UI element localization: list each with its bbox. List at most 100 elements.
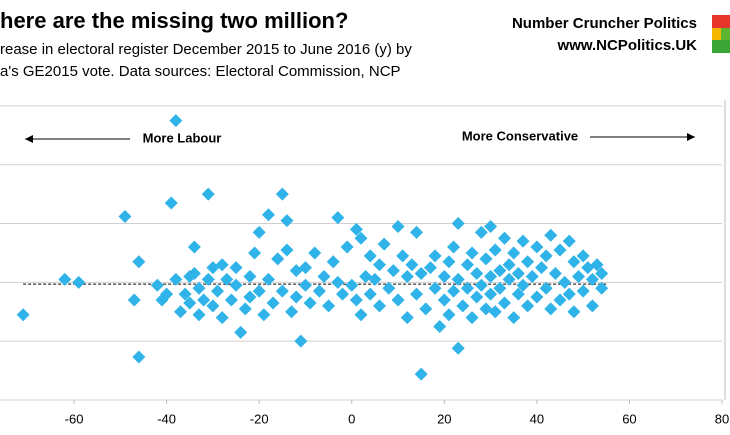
point (252, 225, 266, 239)
point (479, 252, 493, 266)
point (502, 272, 516, 286)
point (567, 255, 581, 269)
point (377, 237, 391, 251)
point (206, 299, 220, 313)
point (312, 284, 326, 298)
point (386, 264, 400, 278)
point (521, 299, 535, 313)
point (460, 258, 474, 272)
point (474, 278, 488, 292)
point (252, 284, 266, 298)
point (132, 255, 146, 269)
point (354, 308, 368, 322)
point (349, 222, 363, 236)
point (400, 269, 414, 283)
point (187, 240, 201, 254)
point (405, 258, 419, 272)
point (535, 261, 548, 275)
point (414, 267, 428, 281)
point (322, 299, 336, 313)
point (562, 287, 576, 301)
point (373, 258, 387, 272)
brand-url: www.NCPolitics.UK (557, 37, 698, 54)
point (548, 267, 562, 281)
point (174, 305, 187, 319)
point (382, 281, 396, 295)
arrowhead (25, 135, 33, 143)
point (553, 243, 567, 257)
point (280, 214, 294, 228)
point (132, 350, 146, 364)
point (280, 243, 294, 257)
subtitle: rease in electoral register December 201… (0, 41, 412, 58)
point (590, 258, 604, 272)
point (410, 287, 424, 301)
point (331, 275, 345, 289)
point (197, 293, 211, 307)
point (229, 278, 243, 292)
point (433, 319, 447, 333)
point (484, 287, 498, 301)
point (539, 249, 553, 263)
point (373, 299, 387, 313)
point (298, 278, 312, 292)
point (465, 246, 479, 260)
point (211, 284, 225, 298)
point (530, 290, 544, 304)
point (585, 299, 599, 313)
point (493, 281, 507, 295)
point (553, 293, 567, 307)
point (275, 187, 289, 201)
x-tick-label: -20 (250, 411, 269, 426)
point (340, 240, 354, 254)
x-tick-label: -40 (157, 411, 176, 426)
point (192, 281, 206, 295)
point (428, 281, 442, 295)
point (229, 261, 243, 275)
point (331, 211, 345, 225)
point (298, 261, 312, 275)
point (363, 249, 377, 263)
point (465, 311, 479, 325)
subtitle: a's GE2015 vote. Data sources: Electoral… (0, 63, 401, 80)
point (442, 255, 456, 269)
point (474, 225, 488, 239)
point (187, 267, 201, 281)
point (150, 278, 164, 292)
point (192, 308, 206, 322)
point (169, 114, 183, 128)
point (558, 275, 572, 289)
point (507, 311, 521, 325)
point (567, 305, 581, 319)
point (516, 234, 530, 248)
point (544, 228, 558, 242)
point (493, 264, 507, 278)
point (576, 284, 590, 298)
point (215, 311, 229, 325)
point (572, 269, 586, 283)
point (243, 290, 257, 304)
point (511, 267, 525, 281)
point (525, 269, 539, 283)
point (451, 217, 465, 231)
point (261, 272, 275, 286)
point (16, 308, 30, 322)
point (423, 261, 437, 275)
point (220, 272, 234, 286)
point (539, 281, 553, 295)
point (484, 219, 498, 233)
x-tick-label: 80 (715, 411, 729, 426)
point (271, 252, 285, 266)
point (160, 287, 174, 301)
point (484, 269, 498, 283)
point (516, 278, 530, 292)
point (511, 287, 525, 301)
point (456, 299, 470, 313)
point (585, 272, 599, 286)
point (447, 240, 461, 254)
point (576, 249, 590, 263)
point (544, 302, 558, 316)
point (488, 243, 502, 257)
point (261, 208, 275, 222)
x-tick-label: 20 (437, 411, 451, 426)
